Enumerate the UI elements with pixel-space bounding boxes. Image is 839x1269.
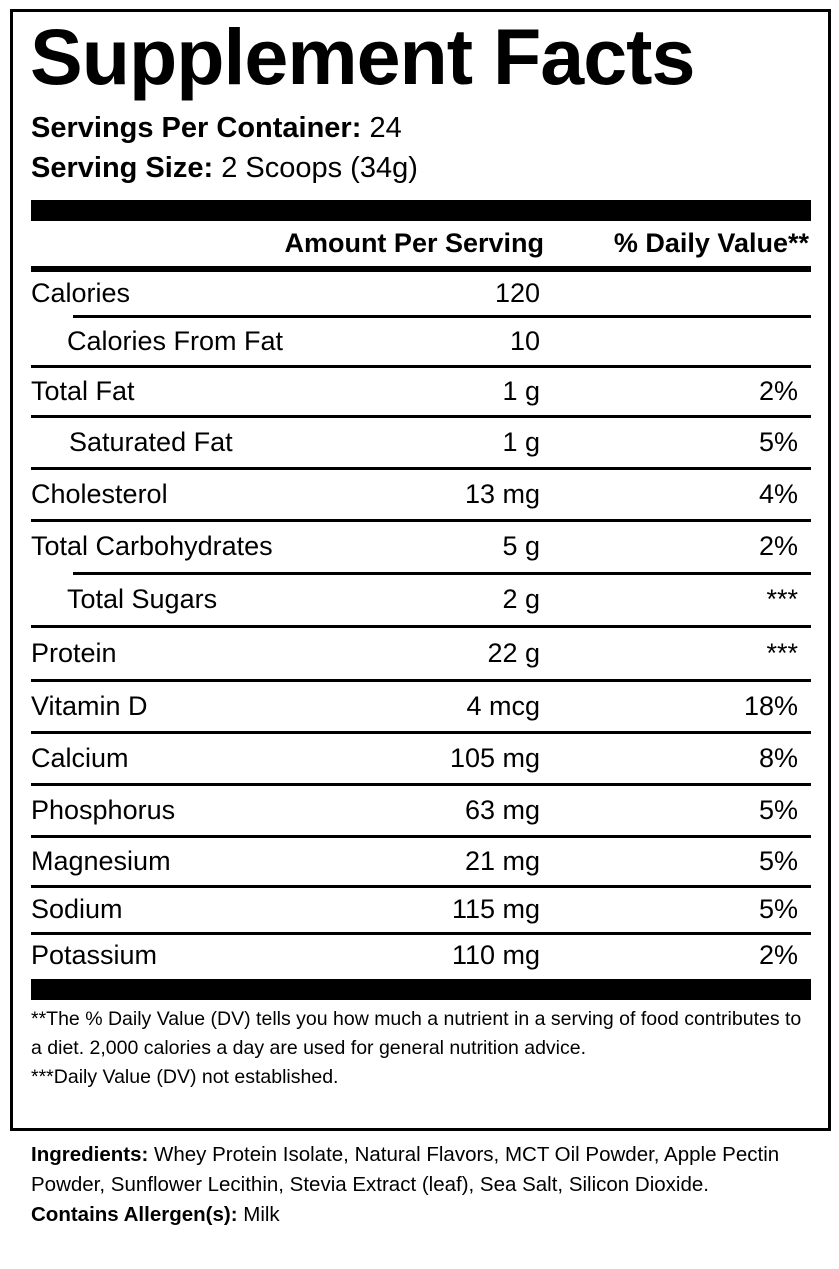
thick-divider — [31, 200, 811, 221]
nutrient-name: Magnesium — [31, 846, 171, 876]
nutrient-daily-value: 18% — [743, 691, 798, 721]
nutrient-amount: 115 mg — [451, 894, 540, 924]
panel-title: Supplement Facts — [30, 12, 695, 101]
nutrient-row: Protein 22 g *** — [31, 628, 811, 682]
nutrient-name: Vitamin D — [31, 691, 148, 721]
footnotes: **The % Daily Value (DV) tells you how m… — [31, 1005, 811, 1092]
nutrient-name: Total Fat — [31, 376, 135, 406]
nutrient-name: Sodium — [31, 894, 123, 924]
row-divider — [31, 679, 811, 682]
nutrient-name: Phosphorus — [31, 795, 176, 825]
nutrient-table: Calories 120 Calories From Fat 10 Total Fat 1… — [31, 272, 811, 980]
nutrient-amount: 2 g — [502, 584, 540, 614]
nutrient-daily-value: 5% — [758, 846, 798, 876]
nutrient-name: Cholesterol — [31, 479, 168, 509]
ingredients-label: Ingredients: — [31, 1143, 149, 1166]
nutrient-daily-value: *** — [766, 584, 798, 614]
nutrient-name: Total Sugars — [67, 584, 218, 614]
daily-value-header: % Daily Value** — [613, 228, 809, 258]
nutrient-daily-value: 2% — [758, 531, 798, 561]
nutrient-name: Calories From Fat — [67, 326, 284, 356]
nutrient-daily-value: 2% — [758, 376, 798, 406]
serving-size-label: Serving Size: — [31, 152, 214, 184]
nutrient-row: Phosphorus 63 mg 5% — [31, 786, 811, 838]
nutrient-row: Calories From Fat 10 — [31, 318, 811, 368]
ingredients-value: Whey Protein Isolate, Natural Flavors, M… — [31, 1143, 780, 1196]
serving-size: Serving Size: 2 Scoops (34g) — [31, 151, 418, 185]
nutrient-amount: 105 mg — [449, 743, 540, 773]
nutrient-name: Protein — [31, 638, 117, 668]
thick-divider-bottom — [31, 979, 811, 1000]
allergens-value: Milk — [243, 1203, 280, 1226]
row-divider — [31, 731, 811, 734]
nutrient-row: Total Fat 1 g 2% — [31, 368, 811, 418]
row-divider — [73, 572, 811, 575]
nutrient-amount: 63 mg — [464, 795, 540, 825]
servings-label: Servings Per Container: — [31, 112, 362, 144]
row-divider — [31, 885, 811, 888]
nutrient-daily-value: 5% — [758, 894, 798, 924]
nutrient-daily-value: *** — [766, 638, 798, 668]
nutrient-daily-value: 4% — [758, 479, 798, 509]
row-divider — [31, 415, 811, 418]
column-header: Amount Per Serving % Daily Value** — [31, 222, 811, 266]
footnote-not-established: ***Daily Value (DV) not established. — [31, 1066, 339, 1088]
row-divider — [31, 625, 811, 628]
nutrient-amount: 13 mg — [464, 479, 540, 509]
nutrient-daily-value: 5% — [758, 427, 798, 457]
serving-size-value: 2 Scoops (34g) — [221, 152, 418, 184]
row-divider — [31, 467, 811, 470]
nutrient-amount: 1 g — [502, 376, 540, 406]
supplement-facts-panel — [10, 9, 831, 1131]
nutrient-row: Calories 120 — [31, 272, 811, 318]
servings-per-container: Servings Per Container: 24 — [31, 111, 402, 145]
nutrient-row: Total Carbohydrates 5 g 2% — [31, 522, 811, 575]
header-divider — [31, 266, 811, 272]
nutrient-row: Potassium 110 mg 2% — [31, 935, 811, 980]
nutrient-name: Calories — [31, 278, 131, 308]
row-divider — [31, 932, 811, 935]
nutrient-name: Saturated Fat — [69, 427, 233, 457]
row-divider — [31, 519, 811, 522]
footnote-dv: **The % Daily Value (DV) tells you how m… — [31, 1008, 802, 1059]
nutrient-row: Total Sugars 2 g *** — [31, 575, 811, 628]
allergens-label: Contains Allergen(s): — [31, 1203, 238, 1226]
nutrient-amount: 120 — [494, 278, 540, 308]
nutrient-row: Cholesterol 13 mg 4% — [31, 470, 811, 522]
row-divider — [31, 783, 811, 786]
nutrient-name: Total Carbohydrates — [31, 531, 273, 561]
amount-header: Amount Per Serving — [284, 228, 544, 258]
nutrient-amount: 22 g — [487, 638, 540, 668]
nutrient-row: Calcium 105 mg 8% — [31, 734, 811, 786]
row-divider — [31, 835, 811, 838]
ingredients: Ingredients: Whey Protein Isolate, Natur… — [31, 1140, 821, 1230]
nutrient-amount: 5 g — [502, 531, 540, 561]
nutrient-daily-value: 2% — [758, 940, 798, 970]
servings-value: 24 — [369, 112, 402, 144]
nutrient-row: Saturated Fat 1 g 5% — [31, 418, 811, 470]
nutrient-row: Magnesium 21 mg 5% — [31, 838, 811, 888]
nutrient-amount: 10 — [509, 326, 540, 356]
nutrient-amount: 4 mcg — [466, 691, 540, 721]
nutrient-daily-value: 5% — [758, 795, 798, 825]
nutrient-amount: 1 g — [502, 427, 540, 457]
nutrient-amount: 110 mg — [451, 940, 540, 970]
nutrient-row: Sodium 115 mg 5% — [31, 888, 811, 935]
nutrient-row: Vitamin D 4 mcg 18% — [31, 682, 811, 734]
row-divider — [31, 365, 811, 368]
nutrient-name: Calcium — [31, 743, 129, 773]
row-divider — [73, 315, 811, 318]
nutrient-amount: 21 mg — [464, 846, 540, 876]
nutrient-name: Potassium — [31, 940, 158, 970]
nutrient-daily-value: 8% — [758, 743, 798, 773]
